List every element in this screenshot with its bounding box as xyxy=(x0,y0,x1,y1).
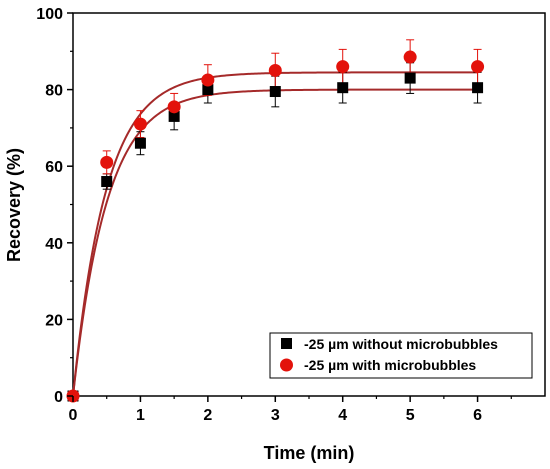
y-tick-label: 40 xyxy=(45,236,63,253)
x-tick-label: 2 xyxy=(203,407,212,424)
data-point-series-0 xyxy=(472,82,484,94)
data-point-series-0 xyxy=(337,82,349,94)
data-point-series-1 xyxy=(167,100,181,114)
data-markers-layer xyxy=(66,50,485,403)
x-axis-title: Time (min) xyxy=(264,443,355,463)
data-point-series-1 xyxy=(133,117,147,131)
y-tick-label: 20 xyxy=(45,312,63,329)
error-bars-layer xyxy=(102,39,482,190)
x-tick-label: 1 xyxy=(136,407,145,424)
data-point-series-1 xyxy=(471,60,485,74)
data-point-series-1 xyxy=(336,60,350,74)
legend: -25 µm without microbubbles -25 µm with … xyxy=(269,332,533,379)
data-point-series-1 xyxy=(268,63,282,77)
legend-marker-with-microbubbles xyxy=(280,358,293,372)
data-point-series-1 xyxy=(201,73,215,87)
x-tick-label: 0 xyxy=(69,407,78,424)
x-tick-label: 3 xyxy=(271,407,280,424)
legend-label-without-microbubbles: -25 µm without microbubbles xyxy=(304,336,498,352)
data-point-series-0 xyxy=(202,84,214,96)
data-point-series-0 xyxy=(168,110,180,122)
legend-marker-without-microbubbles xyxy=(281,338,292,349)
y-tick-label: 100 xyxy=(36,6,63,23)
legend-box xyxy=(269,332,533,379)
x-tick-label: 4 xyxy=(338,407,347,424)
y-tick-label: 60 xyxy=(45,159,63,176)
x-tick-label: 5 xyxy=(406,407,415,424)
data-point-series-1 xyxy=(403,50,417,64)
data-point-series-0 xyxy=(101,176,113,188)
data-point-series-0 xyxy=(404,72,416,84)
legend-label-with-microbubbles: -25 µm with microbubbles xyxy=(304,357,476,373)
data-point-series-0 xyxy=(269,86,281,98)
data-point-series-1 xyxy=(100,155,114,169)
x-tick-label: 6 xyxy=(473,407,482,424)
y-tick-label: 80 xyxy=(45,83,63,100)
y-axis-title: Recovery (%) xyxy=(4,148,24,262)
y-tick-label: 0 xyxy=(54,389,63,406)
data-point-series-0 xyxy=(134,137,146,149)
